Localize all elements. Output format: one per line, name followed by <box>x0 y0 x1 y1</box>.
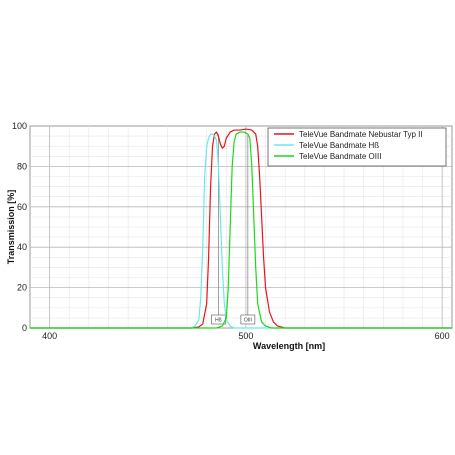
marker-label: OIII <box>244 318 252 324</box>
marker-box <box>240 314 256 325</box>
x-tick-label: 500 <box>238 331 253 341</box>
series-layer <box>30 128 452 329</box>
legend-label: TeleVue Bandmate Nebustar Typ II <box>299 130 423 139</box>
legend: TeleVue Bandmate Nebustar Typ II TeleVue … <box>267 127 447 167</box>
x-axis-title: Wavelength [nm] <box>253 341 325 351</box>
marker-label: Hß <box>215 318 222 324</box>
x-axis-ticks: 400 500 600 <box>42 331 450 341</box>
y-tick-label: 60 <box>17 202 27 212</box>
y-tick-label: 0 <box>22 323 27 333</box>
legend-label: TeleVue Bandmate OIII <box>299 152 381 161</box>
y-axis-title: Transmission [%] <box>6 190 16 265</box>
series-line-1 <box>30 128 452 329</box>
x-tick-label: 600 <box>435 331 450 341</box>
y-tick-label: 20 <box>17 283 27 293</box>
legend-label: TeleVue Bandmate Hß <box>299 141 379 150</box>
y-tick-label: 80 <box>17 161 27 171</box>
major-grid <box>30 126 452 328</box>
series-line-3 <box>30 131 452 329</box>
y-tick-label: 40 <box>17 242 27 252</box>
y-axis-ticks: 0 20 40 60 80 100 <box>12 121 27 333</box>
legend-box <box>267 127 447 167</box>
y-tick-label: 100 <box>12 121 27 131</box>
series-line-2 <box>30 133 452 329</box>
x-tick-label: 400 <box>42 331 57 341</box>
